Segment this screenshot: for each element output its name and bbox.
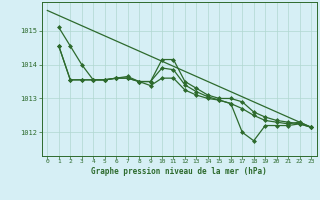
X-axis label: Graphe pression niveau de la mer (hPa): Graphe pression niveau de la mer (hPa) <box>91 167 267 176</box>
